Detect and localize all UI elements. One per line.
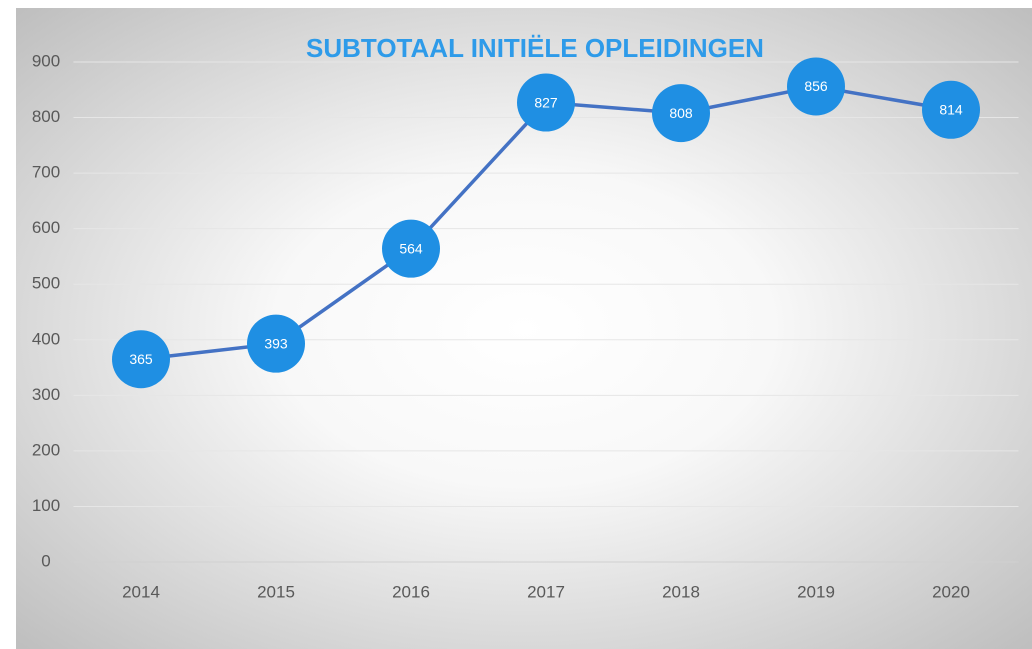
marker <box>382 219 440 278</box>
marker <box>787 57 845 116</box>
chart-title: SUBTOTAAL INITIËLE OPLEIDINGEN <box>306 33 764 63</box>
y-tick-label: 800 <box>32 107 60 126</box>
data-label: 827 <box>534 94 558 110</box>
x-tick-label: 2016 <box>392 582 430 601</box>
y-tick-label: 300 <box>32 385 60 404</box>
x-tick-label: 2019 <box>797 582 835 601</box>
x-tick-label: 2017 <box>527 582 565 601</box>
marker <box>247 314 305 373</box>
data-label: 856 <box>804 78 828 94</box>
marker <box>112 330 170 389</box>
data-label: 564 <box>399 240 423 256</box>
data-label: 365 <box>129 351 153 367</box>
y-tick-label: 700 <box>32 163 60 182</box>
y-tick-label: 500 <box>32 274 60 293</box>
data-label: 808 <box>669 105 693 121</box>
y-tick-label: 600 <box>32 218 60 237</box>
y-tick-label: 200 <box>32 440 60 459</box>
marker <box>517 73 575 132</box>
marker <box>652 84 710 143</box>
data-label: 814 <box>939 101 963 117</box>
data-label: 393 <box>264 335 288 351</box>
x-tick-label: 2020 <box>932 582 970 601</box>
x-tick-label: 2018 <box>662 582 700 601</box>
y-tick-label: 100 <box>32 496 60 515</box>
y-tick-label: 900 <box>32 51 60 70</box>
y-tick-label: 400 <box>32 329 60 348</box>
y-tick-label: 0 <box>41 551 50 570</box>
marker <box>922 80 980 139</box>
x-tick-label: 2015 <box>257 582 295 601</box>
x-tick-label: 2014 <box>122 582 160 601</box>
